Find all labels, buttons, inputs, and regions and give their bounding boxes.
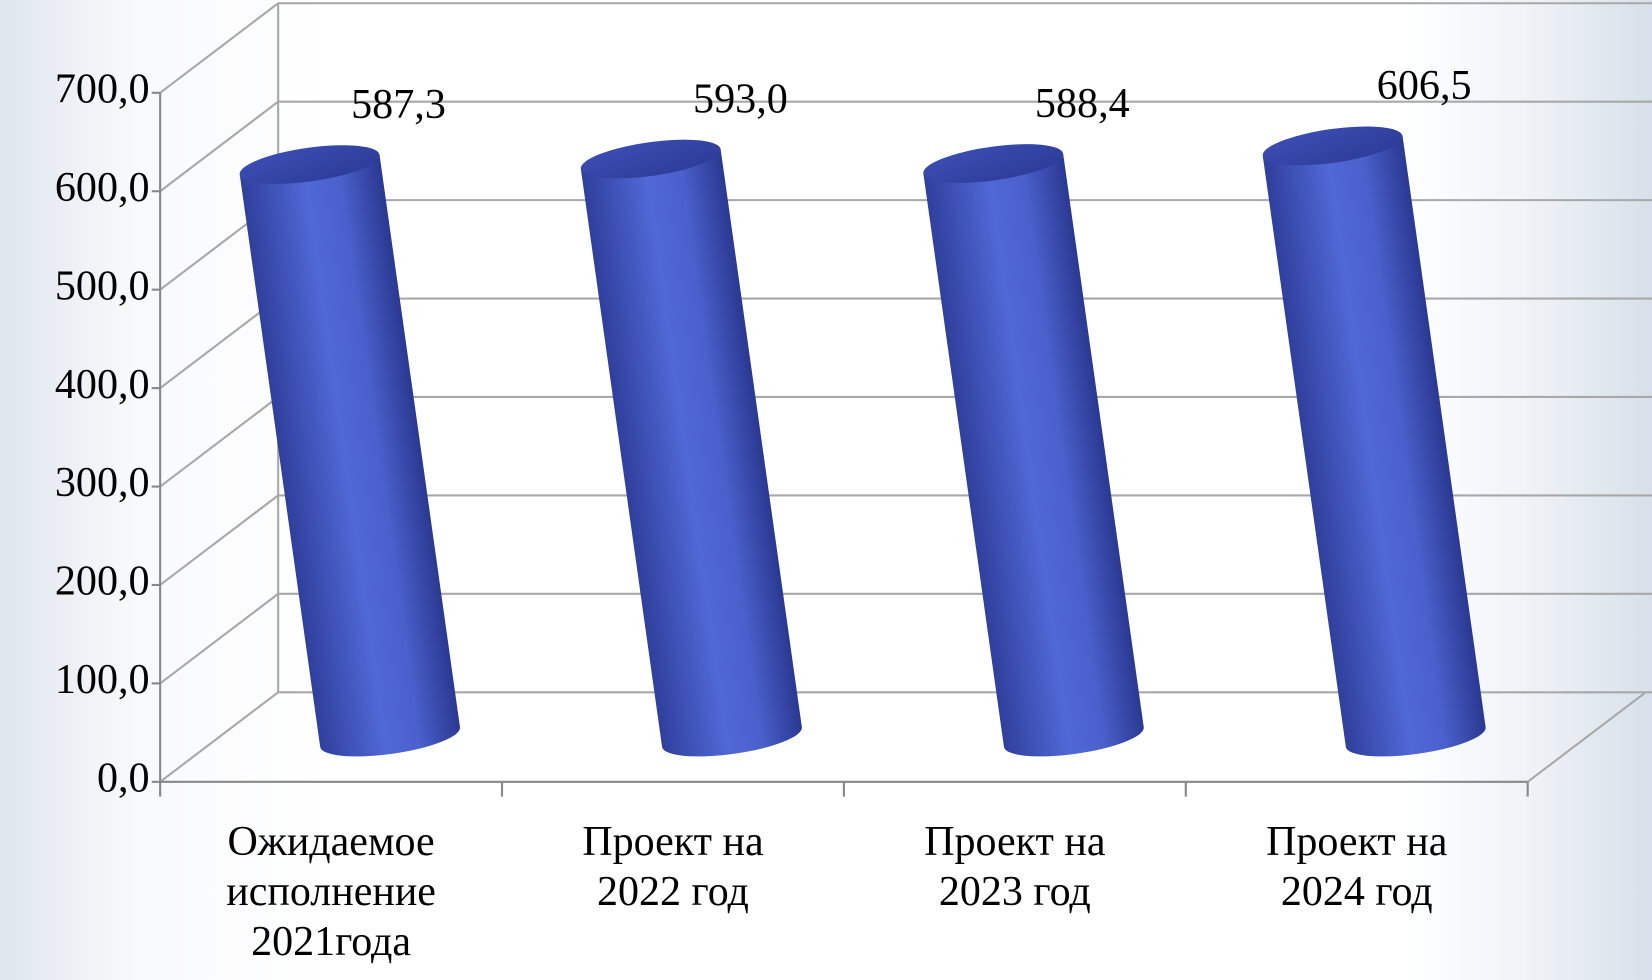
y-tick-label: 300,0 [55,459,150,506]
y-tick-label: 700,0 [55,65,150,112]
bar-top [1262,126,1403,166]
value-label: 587,3 [351,81,446,128]
y-tick-label: 200,0 [55,558,150,605]
y-tick-label: 0,0 [97,755,150,802]
grid-line [159,2,1652,94]
bar-group [923,144,1144,757]
value-label: 588,4 [1035,80,1130,127]
bar-top [580,139,721,179]
x-tick-label: Ожидаемое исполнение 2021года [226,818,436,965]
y-tick-label: 500,0 [55,262,150,309]
bar-group [239,145,460,757]
bar-top [239,145,380,184]
bar [239,154,460,757]
y-tick-label: 100,0 [55,656,150,703]
x-tick-label: Проект на 2022 год [582,818,764,915]
grid-line [159,592,1652,685]
y-tick-label: 400,0 [55,361,150,408]
bar-group [580,139,802,757]
x-tick-label: Проект на 2024 год [1266,818,1448,915]
bar [923,153,1144,757]
value-label: 606,5 [1377,62,1472,109]
bar [580,149,802,757]
grid-line [159,691,1652,783]
x-tick-label: Проект на 2023 год [924,818,1106,915]
y-tick-label: 600,0 [55,164,150,211]
grid-line [159,494,1652,586]
floor-edge [1527,691,1647,783]
bar-group [1262,126,1486,757]
bar-top [923,144,1064,183]
grid-line [159,100,1652,193]
bar [1262,136,1486,757]
value-label: 593,0 [693,75,788,122]
